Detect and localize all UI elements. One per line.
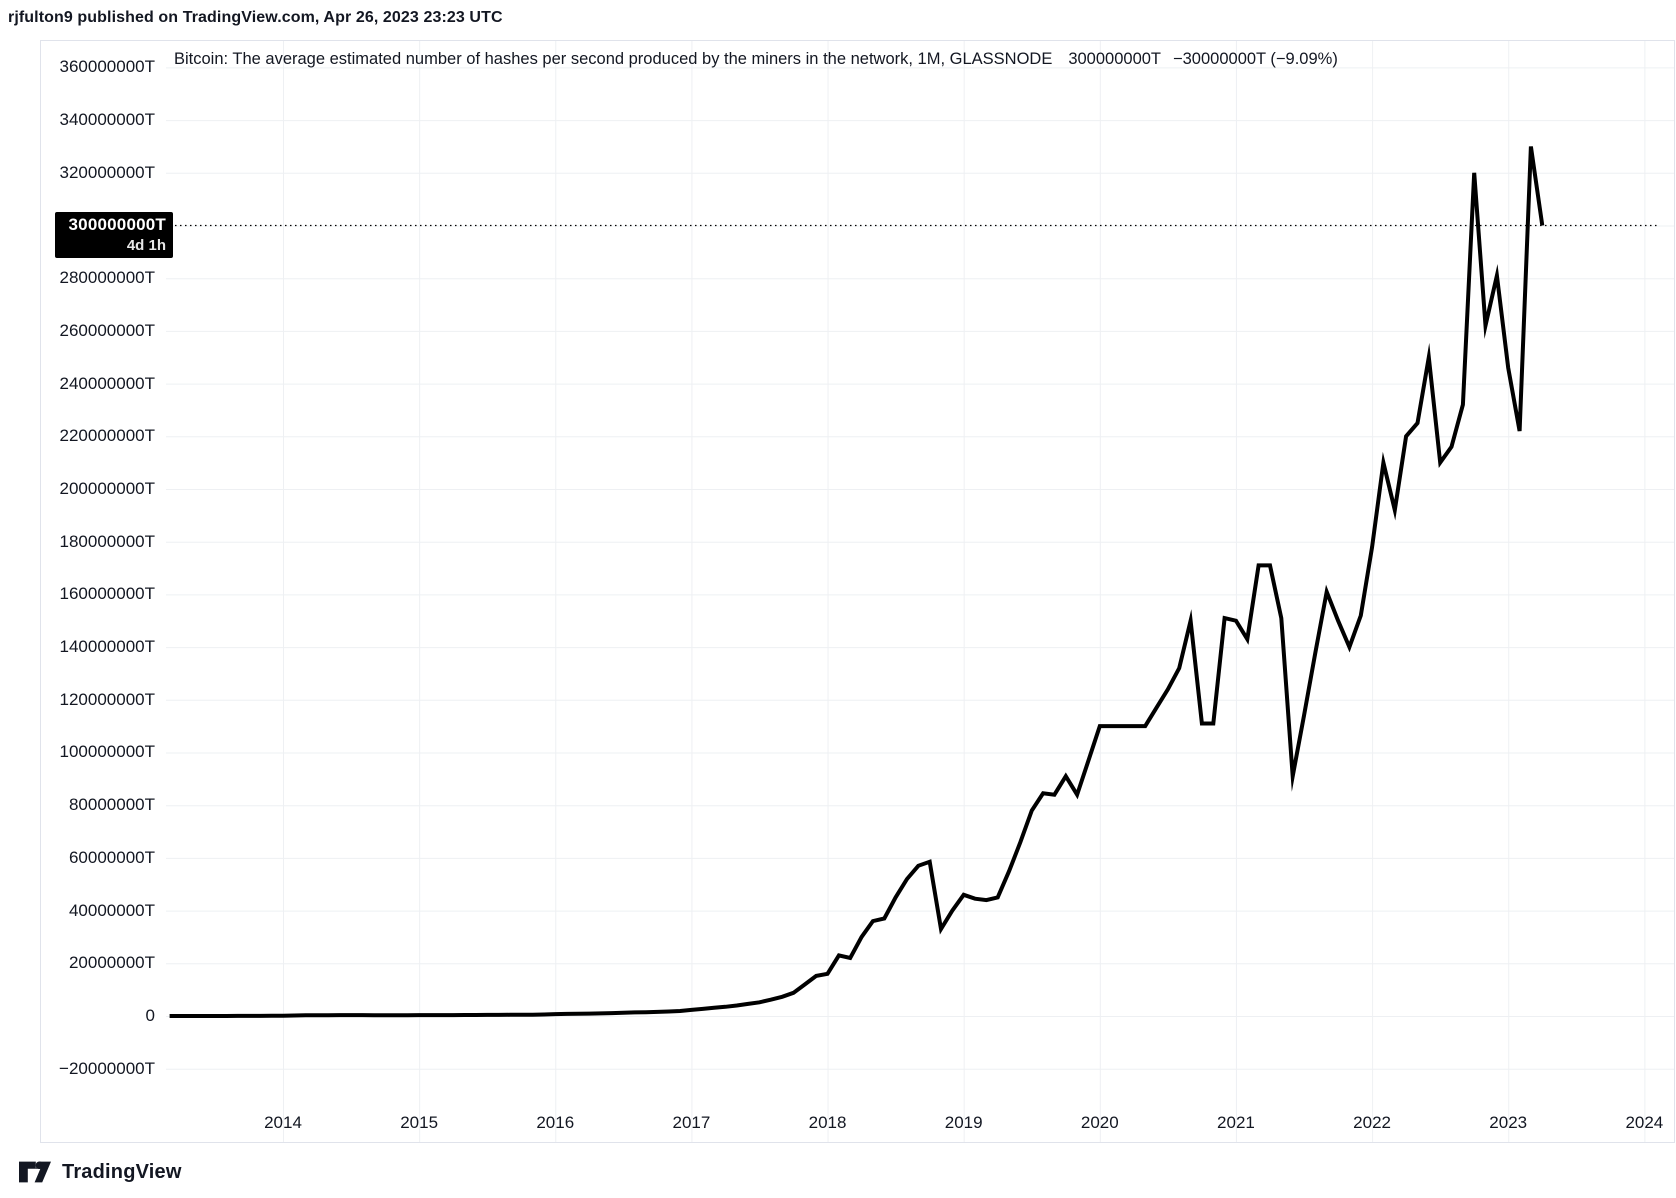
x-axis-tick-label: 2016 (536, 1113, 575, 1132)
x-axis-tick-label: 2022 (1353, 1113, 1391, 1132)
price-label: 300000000T 4d 1h (55, 212, 173, 258)
attribution-text: rjfulton9 published on TradingView.com, … (8, 9, 503, 26)
y-axis-tick-label: 80000000T (68, 795, 155, 815)
v-gridlines (283, 40, 1646, 1143)
y-axis-tick-label: 40000000T (68, 900, 155, 920)
y-axis-tick-label: 200000000T (59, 478, 155, 498)
tradingview-logo-text: TradingView (62, 1160, 182, 1183)
hashrate-series-line (169, 146, 1545, 1018)
x-axis-tick-label: 2018 (808, 1113, 847, 1132)
h-gridlines (166, 67, 1675, 1070)
y-axis-tick-label: 360000000T (59, 57, 155, 77)
tradingview-logo-link[interactable]: TradingView (18, 1160, 182, 1184)
y-axis-tick-label: 220000000T (59, 426, 155, 446)
x-axis-tick-label: 2020 (1080, 1113, 1119, 1132)
y-axis-tick-label: 160000000T (59, 584, 155, 604)
x-axis-tick-label: 2021 (1217, 1113, 1255, 1132)
x-axis-tick-label: 2019 (944, 1113, 983, 1132)
legend-title: Bitcoin: The average estimated number of… (174, 50, 1053, 68)
chart-legend: Bitcoin: The average estimated number of… (174, 50, 1338, 69)
legend-change: −30000000T (−9.09%) (1173, 50, 1338, 68)
y-axis-tick-label: 120000000T (59, 689, 155, 709)
y-axis-tick-label: 280000000T (59, 268, 155, 288)
price-label-value: 300000000T (68, 215, 166, 234)
y-axis-tick-label: 340000000T (59, 110, 155, 130)
y-axis-tick-label: −20000000T (59, 1058, 155, 1078)
y-axis-tick-label: 240000000T (59, 373, 155, 393)
y-axis-tick-label: 0 (145, 1005, 155, 1025)
y-axis-tick-label: 140000000T (59, 637, 155, 657)
x-axis-tick-label: 2023 (1489, 1113, 1528, 1132)
x-axis-tick-label: 2014 (264, 1113, 302, 1132)
y-axis-tick-label: 320000000T (59, 162, 155, 182)
y-axis-tick-label: 100000000T (59, 742, 155, 762)
x-axis-tick-label: 2015 (400, 1113, 439, 1132)
legend-last-value: 300000000T (1068, 50, 1161, 68)
y-axis-tick-label: 60000000T (68, 847, 155, 867)
y-axis-tick-label: 20000000T (68, 953, 155, 973)
y-axis-tick-label: 260000000T (59, 320, 155, 340)
x-axis-tick-label: 2017 (672, 1113, 711, 1132)
price-label-countdown: 4d 1h (126, 237, 166, 254)
tradingview-logo-icon (19, 1161, 51, 1183)
x-axis-tick-label: 2024 (1625, 1113, 1664, 1132)
y-axis-tick-label: 180000000T (59, 531, 155, 551)
